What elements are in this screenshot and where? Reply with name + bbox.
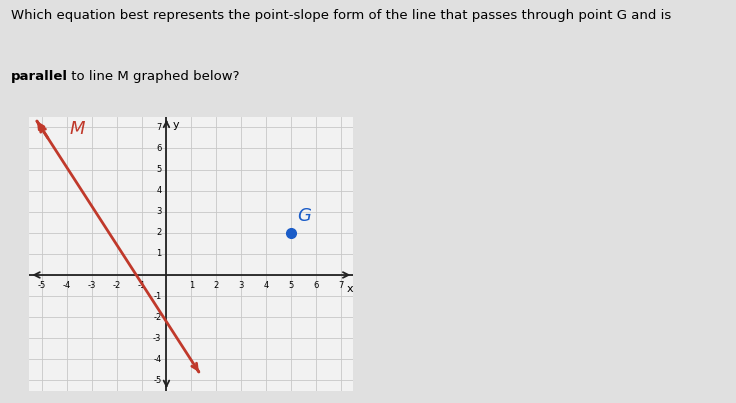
Text: Which equation best represents the point-slope form of the line that passes thro: Which equation best represents the point…	[11, 9, 671, 22]
Text: to line M graphed below?: to line M graphed below?	[67, 70, 239, 83]
Text: -1: -1	[153, 291, 161, 301]
Text: -3: -3	[153, 334, 161, 343]
Text: 5: 5	[156, 165, 161, 174]
Text: 2: 2	[213, 281, 219, 290]
Text: G: G	[297, 207, 311, 225]
Text: 1: 1	[156, 249, 161, 258]
Text: 4: 4	[156, 186, 161, 195]
Text: 4: 4	[263, 281, 269, 290]
Text: 2: 2	[156, 229, 161, 237]
Text: -2: -2	[113, 281, 121, 290]
Text: x: x	[346, 285, 353, 295]
Text: 1: 1	[188, 281, 194, 290]
Text: 7: 7	[156, 123, 161, 132]
Text: -4: -4	[63, 281, 71, 290]
Text: M: M	[69, 120, 85, 138]
Text: 6: 6	[156, 144, 161, 153]
Text: parallel: parallel	[11, 70, 68, 83]
Text: y: y	[173, 120, 180, 130]
Text: -2: -2	[153, 313, 161, 322]
Text: 5: 5	[289, 281, 294, 290]
Text: -5: -5	[38, 281, 46, 290]
Text: 3: 3	[238, 281, 244, 290]
Text: 7: 7	[338, 281, 344, 290]
Text: -4: -4	[153, 355, 161, 364]
Text: -3: -3	[88, 281, 96, 290]
Text: 3: 3	[156, 207, 161, 216]
Text: 6: 6	[314, 281, 319, 290]
Text: -5: -5	[153, 376, 161, 385]
Text: -1: -1	[138, 281, 146, 290]
